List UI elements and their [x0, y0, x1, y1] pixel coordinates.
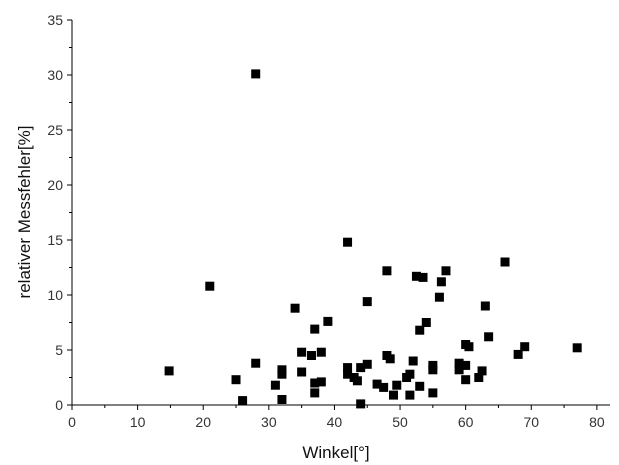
data-point	[231, 375, 241, 385]
x-tick-label: 10	[130, 414, 146, 430]
data-point	[382, 266, 392, 276]
data-point	[385, 354, 395, 364]
data-point	[323, 316, 333, 326]
x-tick-label: 20	[195, 414, 211, 430]
x-tick-label: 60	[458, 414, 474, 430]
data-point	[277, 369, 287, 379]
data-point	[310, 388, 320, 398]
data-point	[434, 292, 444, 302]
axes	[71, 20, 610, 406]
data-point	[356, 399, 366, 409]
data-point	[415, 325, 425, 335]
data-point	[418, 272, 428, 282]
x-ticks: 0 10 20 30 40 50 60 70 80	[68, 405, 605, 430]
y-tick-label: 5	[55, 342, 63, 358]
data-point	[405, 390, 415, 400]
x-tick-label: 40	[327, 414, 343, 430]
data-point	[362, 297, 372, 307]
data-point	[205, 281, 215, 291]
data-point	[277, 395, 287, 404]
data-point	[464, 342, 474, 352]
data-points	[164, 69, 582, 409]
data-point	[343, 369, 353, 379]
y-tick-label: 10	[47, 287, 63, 303]
data-point	[572, 343, 582, 353]
y-tick-label: 25	[47, 122, 63, 138]
data-point	[461, 375, 471, 385]
x-tick-label: 70	[523, 414, 539, 430]
data-point	[388, 390, 398, 400]
data-point	[513, 349, 523, 359]
data-point	[428, 388, 438, 398]
data-point	[421, 318, 431, 327]
y-axis-title: relativer Messfehler[%]	[15, 126, 34, 299]
data-point	[316, 377, 326, 387]
data-point	[461, 360, 471, 370]
data-point	[436, 277, 446, 287]
data-point	[415, 381, 425, 391]
data-point	[454, 365, 464, 375]
y-tick-label: 0	[55, 397, 63, 413]
x-tick-label: 80	[589, 414, 605, 430]
data-point	[379, 382, 389, 392]
data-point	[343, 237, 353, 247]
data-point	[251, 358, 261, 368]
x-axis-title: Winkel[°]	[302, 443, 369, 462]
x-tick-label: 50	[392, 414, 408, 430]
data-point	[238, 396, 248, 406]
data-point	[270, 380, 280, 390]
data-point	[484, 332, 494, 342]
x-tick-label: 30	[261, 414, 277, 430]
data-point	[372, 379, 382, 389]
data-point	[411, 271, 421, 281]
data-point	[352, 376, 362, 386]
data-point	[310, 324, 320, 334]
data-point	[306, 351, 316, 360]
data-point	[164, 366, 174, 376]
data-point	[251, 69, 261, 79]
data-point	[408, 356, 418, 366]
data-point	[362, 359, 372, 369]
y-tick-label: 15	[47, 232, 63, 248]
y-ticks: 0 5 10 15 20 25 30 35	[47, 12, 72, 413]
y-tick-label: 20	[47, 177, 63, 193]
data-point	[297, 367, 307, 377]
data-point	[428, 365, 438, 375]
data-point	[297, 347, 307, 357]
data-point	[356, 363, 366, 373]
data-point	[290, 303, 300, 313]
data-point	[474, 373, 484, 382]
data-point	[500, 257, 510, 267]
y-tick-label: 30	[47, 67, 63, 83]
data-point	[454, 358, 464, 368]
y-tick-label: 35	[47, 12, 63, 28]
data-point	[480, 301, 490, 311]
x-tick-label: 0	[68, 414, 76, 430]
data-point	[441, 266, 451, 276]
data-point	[520, 342, 530, 352]
data-point	[477, 366, 487, 376]
data-point	[316, 347, 326, 357]
data-point	[343, 363, 353, 373]
data-point	[392, 380, 402, 390]
data-point	[310, 378, 320, 388]
data-point	[405, 369, 415, 379]
